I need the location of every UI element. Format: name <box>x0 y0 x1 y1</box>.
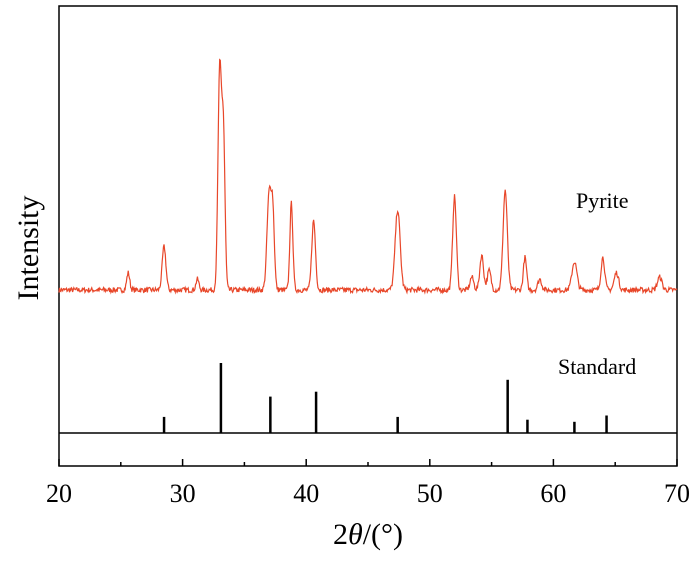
x-tick-label: 20 <box>46 479 72 508</box>
y-axis-label: Intensity <box>12 196 45 301</box>
x-axis-label-prefix: 2 <box>333 518 348 551</box>
x-tick-labels: 20 30 40 50 60 70 <box>46 479 690 508</box>
x-tick-label: 50 <box>417 479 443 508</box>
x-ticks <box>58 459 678 466</box>
series-label-pyrite: Pyrite <box>576 188 629 213</box>
standard-sticks <box>162 363 608 433</box>
x-tick-label: 40 <box>293 479 319 508</box>
x-axis-label-suffix: /(°) <box>363 518 403 551</box>
x-tick-label: 30 <box>170 479 196 508</box>
pyrite-pattern-line <box>58 58 678 295</box>
x-axis-label: 2θ/(°) <box>333 518 403 551</box>
series-label-standard: Standard <box>558 354 636 379</box>
x-tick-label: 70 <box>664 479 690 508</box>
x-axis-label-theta: θ <box>348 518 363 551</box>
plot-frame <box>58 5 678 467</box>
x-tick-label: 60 <box>540 479 566 508</box>
